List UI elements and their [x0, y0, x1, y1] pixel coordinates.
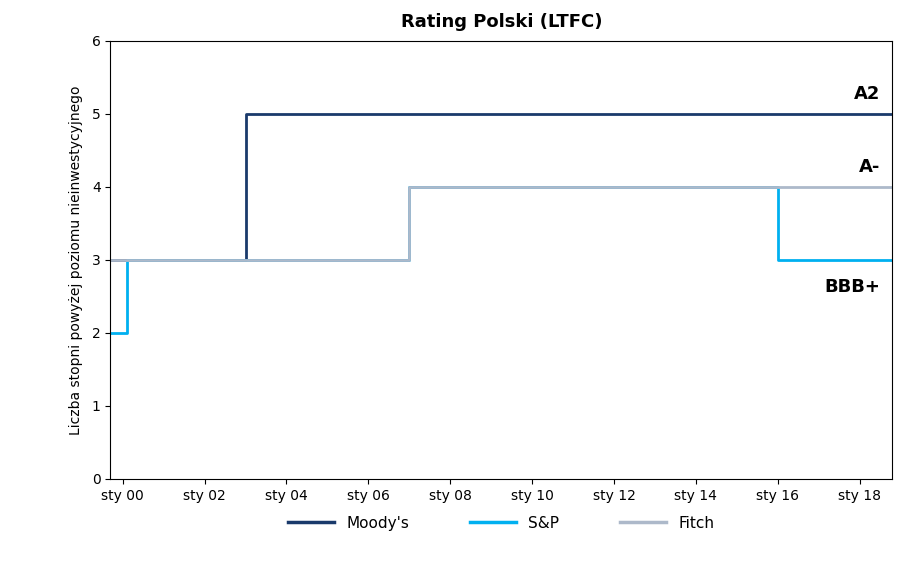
Text: A2: A2: [853, 85, 879, 103]
Text: A-: A-: [857, 158, 879, 176]
Text: BBB+: BBB+: [823, 278, 879, 296]
Title: Rating Polski (LTFC): Rating Polski (LTFC): [400, 13, 602, 31]
Legend: Moody's, S&P, Fitch: Moody's, S&P, Fitch: [282, 510, 720, 537]
Y-axis label: Liczba stopni powyżej poziomu nieinwestycyjnego: Liczba stopni powyżej poziomu nieinwesty…: [70, 85, 84, 434]
